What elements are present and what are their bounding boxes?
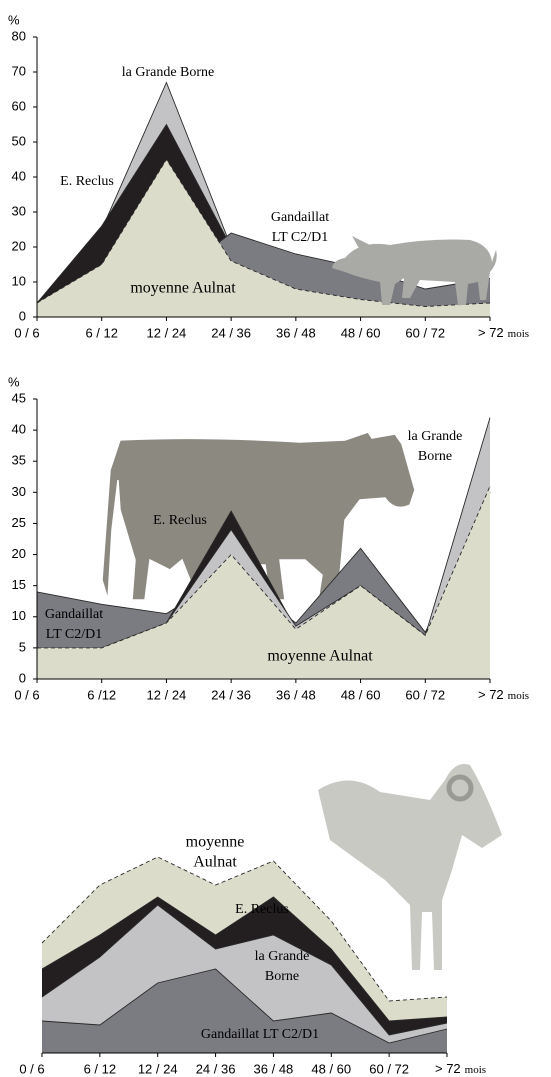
x-tick-label: 60 / 72 [405, 325, 445, 340]
series-label: LT C2/D1 [272, 230, 328, 245]
x-tick-label: > 72 mois [478, 687, 529, 702]
series-label: moyenne [186, 834, 245, 851]
x-tick-label: 36 / 48 [254, 1061, 294, 1076]
x-tick-label: 6 /12 [87, 687, 116, 702]
x-tick-label: 36 / 48 [276, 687, 316, 702]
area [37, 486, 490, 679]
pig-silhouette [332, 236, 497, 305]
x-unit: mois [465, 1064, 486, 1076]
series-label: E. Reclus [235, 902, 289, 917]
x-tick-label: 24 / 36 [196, 1061, 236, 1076]
x-tick-label: > 72 [435, 1061, 461, 1076]
y-tick-label: 40 [12, 422, 26, 437]
y-tick-label: 10 [12, 273, 26, 288]
series-label: la Grande [255, 949, 310, 964]
area-outline [41, 856, 448, 1002]
area-outline [41, 896, 448, 1022]
y-tick-label: 0 [19, 670, 26, 685]
x-tick-label: 60 / 72 [405, 687, 445, 702]
series-label: Aulnat [193, 854, 237, 871]
x-tick-label: > 72 mois [478, 325, 529, 340]
panel-areas [36, 81, 491, 317]
panel-areas [41, 856, 448, 1053]
series-label: Borne [265, 969, 299, 984]
x-tick-label: > 72 [478, 325, 504, 340]
series-label: E. Reclus [153, 513, 207, 528]
series-label: Gandaillat [271, 210, 329, 225]
x-tick-label: 60 / 72 [369, 1061, 409, 1076]
area [37, 159, 490, 317]
series-label: la Grande [408, 429, 463, 444]
y-tick-label: 5 [19, 639, 26, 654]
y-tick-label: 10 [12, 608, 26, 623]
panel-areas [36, 417, 491, 679]
y-tick-label: 0 [19, 308, 26, 323]
series-label: moyenne Aulnat [267, 648, 373, 665]
x-tick-label: 12 / 24 [138, 1061, 178, 1076]
series-label: Gandaillat [45, 607, 103, 622]
series-label: la Grande Borne [122, 65, 215, 80]
y-tick-label: 50 [12, 133, 26, 148]
y-tick-label: 35 [12, 453, 26, 468]
y-tick-label: 40 [12, 168, 26, 183]
series-label: Gandaillat LT C2/D1 [201, 1027, 319, 1042]
y-tick-label: 30 [12, 203, 26, 218]
x-unit: mois [508, 690, 529, 702]
area [42, 969, 447, 1053]
x-tick-label: 0 / 6 [14, 687, 39, 702]
cow-silhouette [101, 431, 416, 601]
x-tick-label: 24 / 36 [211, 325, 251, 340]
y-tick-label: 15 [12, 577, 26, 592]
x-tick-label: 12 / 24 [147, 687, 187, 702]
y-tick-label: 80 [12, 28, 26, 43]
area-outline [41, 968, 448, 1044]
y-tick-label: 70 [12, 63, 26, 78]
x-tick-label: 6 / 12 [85, 325, 118, 340]
x-tick-label: 0 / 6 [19, 1061, 44, 1076]
y-tick-label: 20 [12, 546, 26, 561]
x-tick-label: 48 / 60 [311, 1061, 351, 1076]
x-tick-label: 12 / 24 [147, 325, 187, 340]
x-tick-label: 48 / 60 [341, 325, 381, 340]
y-tick-label: 60 [12, 98, 26, 113]
axes-and-labels: la Grande Borne E. Reclus Gandaillat LT C2/… [8, 12, 529, 1076]
y-tick-label: 20 [12, 238, 26, 253]
ram-horn [446, 774, 474, 802]
series-label: E. Reclus [60, 174, 114, 189]
x-tick-label: 36 / 48 [276, 325, 316, 340]
ram-silhouette [318, 764, 502, 970]
series-label: Borne [418, 449, 452, 464]
series-label: moyenne Aulnat [130, 280, 236, 297]
x-unit: mois [508, 328, 529, 340]
y-tick-label: 25 [12, 515, 26, 530]
y-tick-label: 30 [12, 484, 26, 499]
x-tick-label: 0 / 6 [14, 325, 39, 340]
x-tick-label: > 72 mois [435, 1061, 486, 1076]
y-unit: % [8, 374, 20, 389]
y-tick-label: 45 [12, 390, 26, 405]
area-outline [41, 904, 448, 1036]
x-tick-label: 6 / 12 [84, 1061, 117, 1076]
y-unit: % [8, 12, 20, 27]
x-tick-label: 24 / 36 [211, 687, 251, 702]
x-tick-label: > 72 [478, 687, 504, 702]
series-label: LT C2/D1 [46, 627, 102, 642]
x-tick-label: 48 / 60 [341, 687, 381, 702]
